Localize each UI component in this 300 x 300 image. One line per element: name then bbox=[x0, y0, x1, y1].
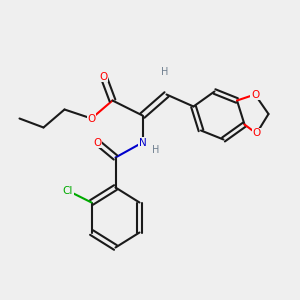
Text: O: O bbox=[251, 89, 259, 100]
Text: O: O bbox=[93, 137, 102, 148]
Text: O: O bbox=[252, 128, 261, 139]
Text: H: H bbox=[161, 67, 169, 77]
Text: O: O bbox=[99, 71, 108, 82]
Text: N: N bbox=[139, 137, 146, 148]
Text: Cl: Cl bbox=[62, 185, 73, 196]
Text: H: H bbox=[152, 145, 160, 155]
Text: O: O bbox=[87, 113, 96, 124]
